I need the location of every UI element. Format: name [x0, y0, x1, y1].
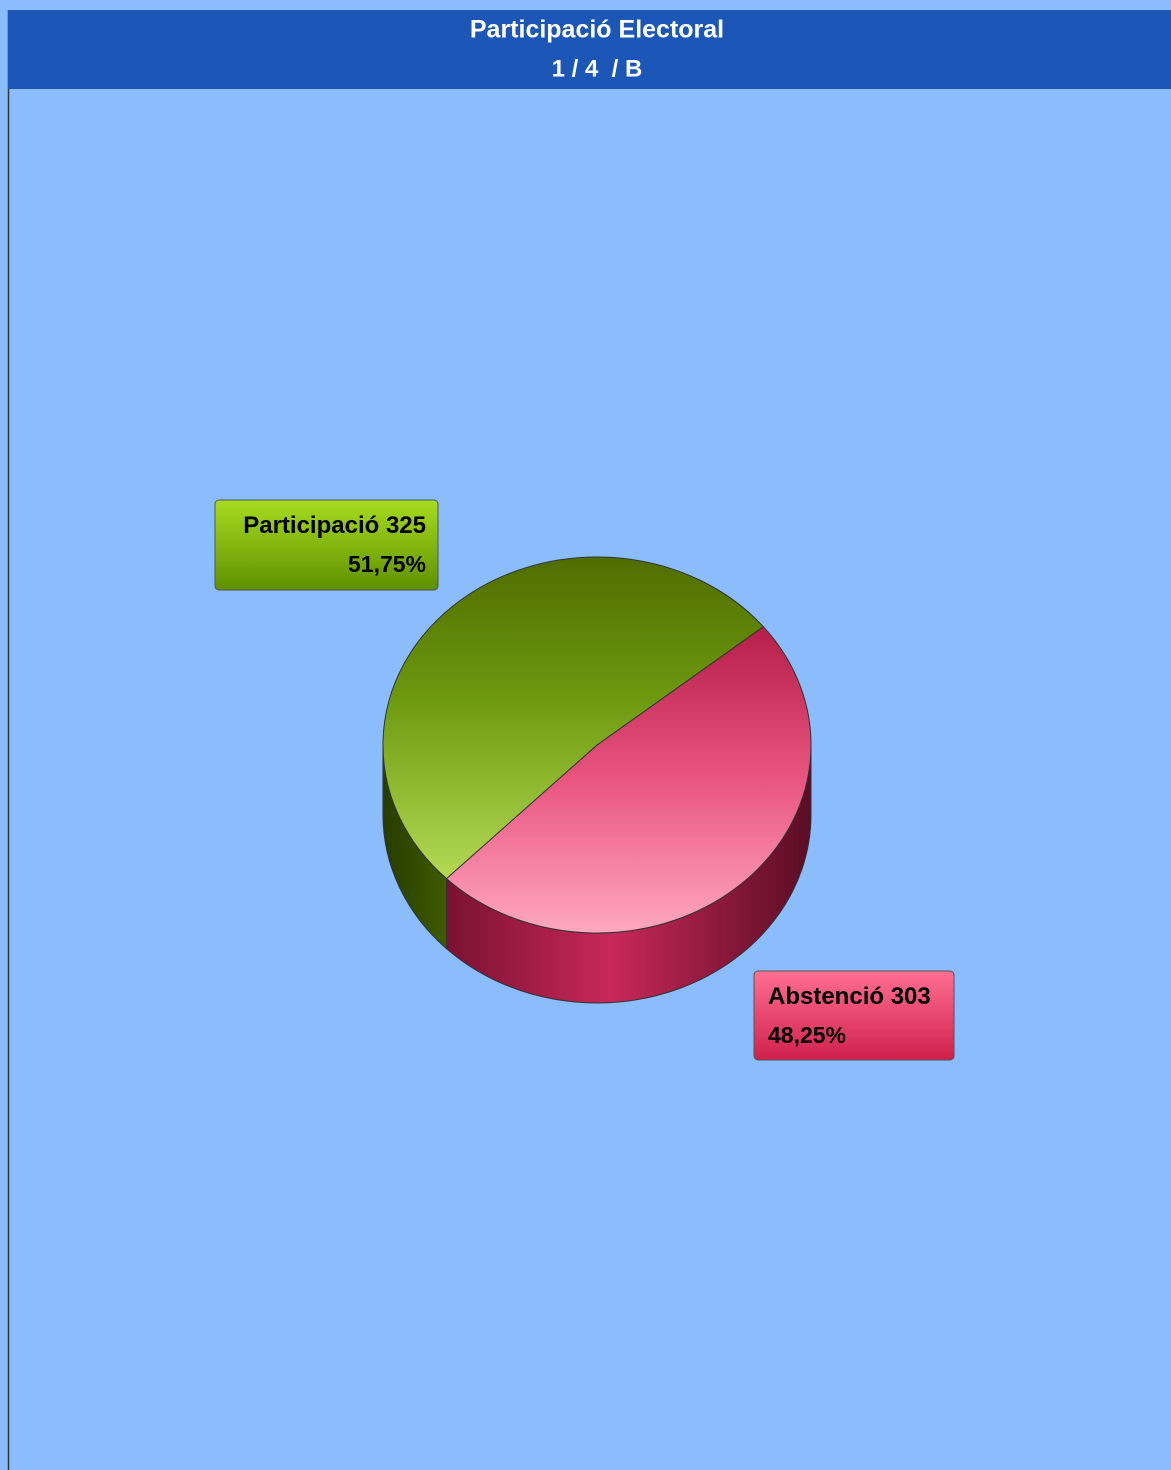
category-label: Abstenció	[768, 983, 884, 1010]
label-box	[753, 970, 955, 1061]
category-label: Participació	[243, 512, 379, 539]
pie-slice	[382, 556, 765, 950]
label-name: Abstenció 303	[768, 983, 931, 1010]
slice-top	[445, 626, 812, 934]
chart-title: Participació Electoral	[470, 16, 724, 44]
label-name: Participació 325	[243, 512, 426, 539]
label-box	[214, 499, 439, 591]
percentage-label: 48,25%	[768, 1022, 846, 1048]
chart-subtitle: 1 / 4 / B	[552, 55, 643, 82]
percentage-label: 51,75%	[348, 551, 426, 577]
header	[8, 10, 1171, 89]
value-label: 303	[891, 983, 931, 1010]
value-label: 325	[386, 512, 426, 539]
pie-slice	[445, 626, 812, 1004]
slice-top	[382, 556, 765, 880]
